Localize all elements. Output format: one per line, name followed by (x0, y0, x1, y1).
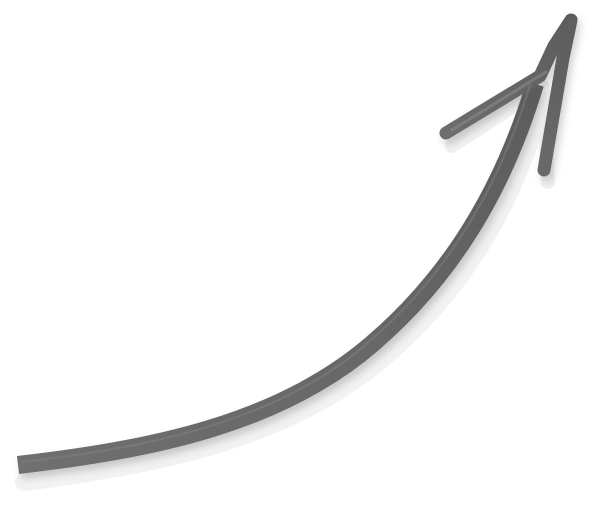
arrow-body (16, 13, 578, 474)
arrow-shadow (15, 80, 555, 491)
